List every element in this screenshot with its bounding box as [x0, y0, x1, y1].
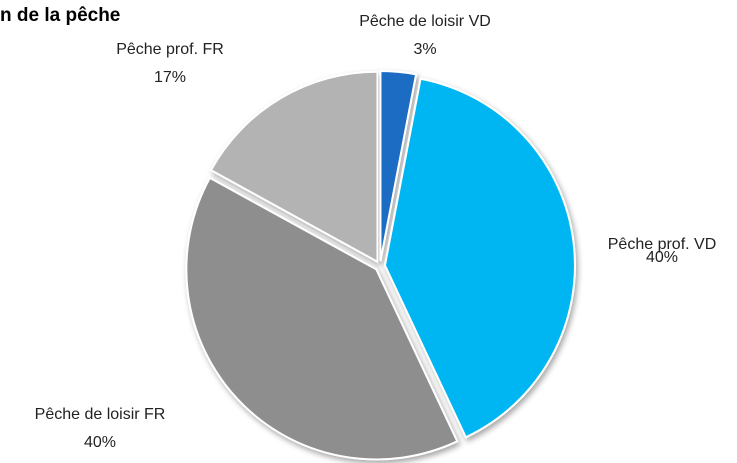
- pie-slice: [185, 176, 459, 461]
- slice-label: Pêche prof. VD: [608, 236, 717, 253]
- chart-title: n de la pêche: [0, 5, 120, 26]
- pie: [185, 70, 576, 461]
- slice-value-label: 3%: [413, 41, 436, 58]
- slice-label: Pêche de loisir FR: [35, 406, 166, 423]
- slice-label: Pêche prof. FR: [116, 41, 224, 58]
- pie-slice: [209, 70, 379, 264]
- slice-value-label: 40%: [84, 434, 116, 451]
- slice-value-label: 17%: [154, 69, 186, 86]
- pie-slice: [383, 77, 576, 439]
- slice-label: Pêche de loisir VD: [359, 13, 491, 30]
- slice-value-label: 40%: [646, 249, 678, 266]
- pie-slice: [379, 70, 418, 262]
